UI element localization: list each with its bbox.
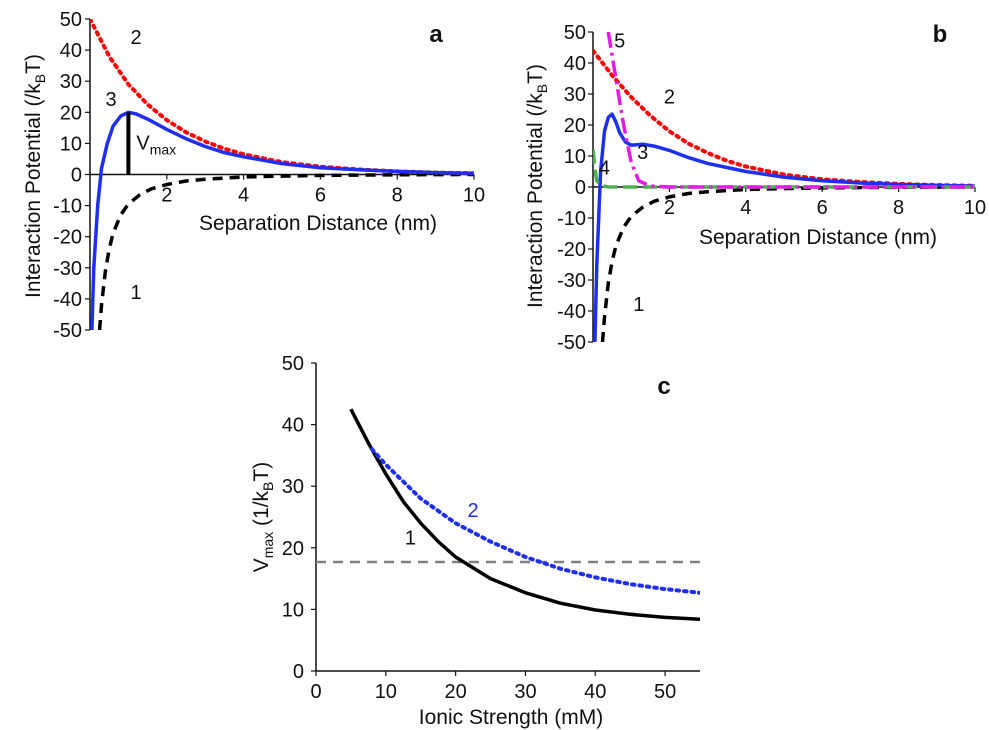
y-tick-label: -20 [557, 239, 586, 261]
x-tick-label: 50 [654, 681, 676, 703]
panel-letter: b [933, 21, 948, 48]
series-label-1: 1 [633, 294, 644, 316]
y-axis-title: Vmax (1/kBT) [250, 462, 276, 572]
y-tick-label: 40 [564, 53, 586, 75]
x-tick-label: 4 [740, 197, 751, 219]
series-label-3: 3 [106, 89, 117, 111]
x-axis-title: Separation Distance (nm) [199, 212, 437, 235]
y-tick-label: 50 [60, 9, 82, 31]
panel-letter: c [657, 373, 670, 400]
x-tick-label: 6 [315, 185, 326, 207]
y-axis-title: Interaction Potential (/kBT) [22, 54, 48, 298]
x-tick-label: 10 [375, 681, 397, 703]
series-line-3 [593, 112, 975, 342]
y-tick-label: 20 [60, 102, 82, 124]
y-tick-label: 10 [60, 133, 82, 155]
chart-panel-a: 50 40 30 20 10 0 -10 -20 -30 -40 -50 2 4 6 8 10 Separati… [22, 9, 485, 342]
series-label-2: 2 [468, 500, 479, 522]
chart-panel-b: 50 40 30 20 10 0 -10 -20 -30 -40 -50 2 4 6 8 10 Separati… [524, 21, 986, 354]
y-tick-label: 40 [282, 415, 304, 437]
y-tick-label: 10 [282, 599, 304, 621]
y-tick-label: 30 [60, 71, 82, 93]
series-label-5: 5 [614, 31, 625, 53]
series-label-3: 3 [637, 142, 648, 164]
y-tick-label: -20 [53, 227, 82, 249]
series-label-4: 4 [599, 158, 610, 180]
chart-panel-c: 0 10 20 30 40 50 0 10 20 30 40 50 Ionic Strength (mM… [250, 353, 700, 729]
y-tick-label: 0 [71, 165, 82, 187]
x-tick-label: 10 [964, 197, 986, 219]
y-tick-label: 50 [564, 22, 586, 44]
y-tick-label: -30 [53, 258, 82, 280]
x-tick-label: 4 [238, 185, 249, 207]
y-tick-label: -30 [557, 270, 586, 292]
y-tick-label: 20 [282, 538, 304, 560]
y-tick-label: 50 [282, 353, 304, 375]
y-tick-label: -40 [557, 301, 586, 323]
series-label-2: 2 [131, 27, 142, 49]
plot-area [90, 19, 474, 330]
series-line-3 [90, 110, 474, 330]
series-line-1 [600, 185, 975, 342]
x-tick-label: 30 [514, 681, 536, 703]
x-tick-label: 8 [893, 197, 904, 219]
y-tick-label: 30 [564, 84, 586, 106]
plot-area [593, 32, 975, 342]
x-tick-label: 20 [445, 681, 467, 703]
vmax-label: Vmax [136, 133, 176, 158]
x-tick-label: 10 [463, 185, 485, 207]
x-axis-title: Ionic Strength (mM) [419, 706, 603, 729]
x-tick-label: 2 [161, 185, 172, 207]
plot-area [316, 408, 700, 622]
series-line-1 [349, 408, 700, 622]
series-label-1: 1 [131, 282, 142, 304]
y-tick-label: -10 [557, 208, 586, 230]
series-line-2 [593, 48, 975, 188]
x-tick-label: 0 [310, 681, 321, 703]
series-label-2: 2 [664, 86, 675, 108]
y-axis-title: Interaction Potential (/kBT) [524, 64, 550, 308]
panel-letter: a [429, 21, 443, 48]
series-line-5 [606, 32, 975, 189]
y-tick-label: -40 [53, 289, 82, 311]
series-label-1: 1 [405, 528, 416, 550]
y-tick-label: 0 [293, 661, 304, 683]
y-tick-label: 0 [575, 177, 586, 199]
y-tick-label: 30 [282, 476, 304, 498]
y-tick-label: 40 [60, 40, 82, 62]
series-line-2 [369, 447, 700, 595]
x-tick-label: 2 [664, 197, 675, 219]
x-tick-label: 6 [817, 197, 828, 219]
y-tick-label: -50 [53, 320, 82, 342]
x-tick-label: 8 [392, 185, 403, 207]
y-tick-label: 10 [564, 146, 586, 168]
y-tick-label: -50 [557, 332, 586, 354]
y-tick-label: 20 [564, 115, 586, 137]
x-axis-title: Separation Distance (nm) [699, 226, 937, 249]
series-line-1 [97, 172, 474, 330]
x-tick-label: 40 [584, 681, 606, 703]
y-tick-label: -10 [53, 196, 82, 218]
series-line-4 [593, 149, 975, 189]
